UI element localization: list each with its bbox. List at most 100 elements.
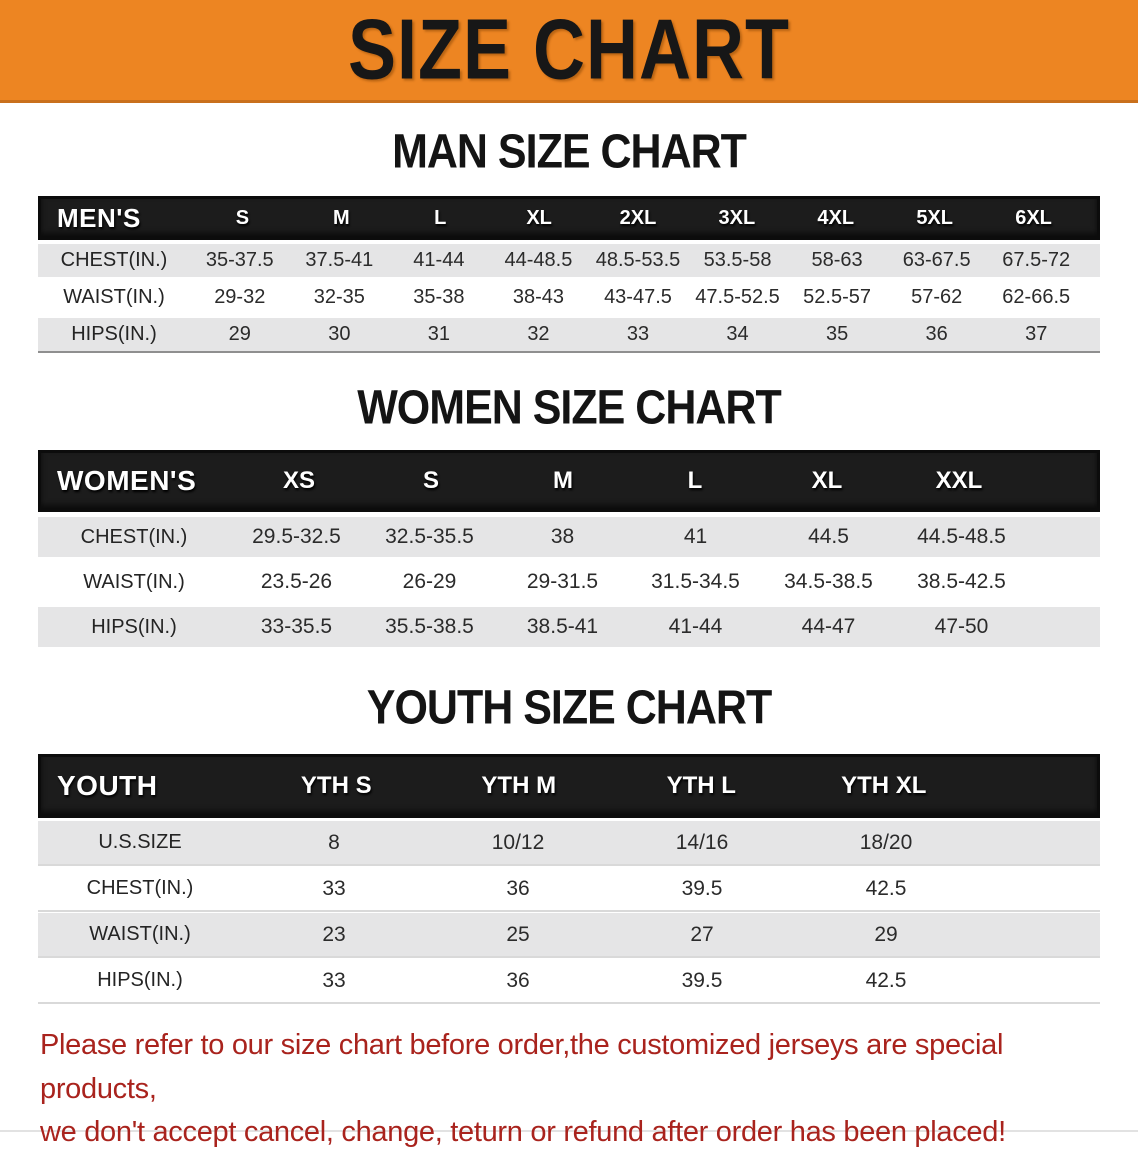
women-size-section: WOMEN SIZE CHART WOMEN'S XS S M L XL XXL CHEST(… bbox=[0, 384, 1138, 647]
women-hips-in-xs: 33-35.5 bbox=[260, 615, 333, 638]
youth-u-s-size-yth-m: 10/12 bbox=[491, 830, 545, 854]
men-row-label-hips-in: HIPS(IN.) bbox=[71, 323, 157, 345]
women-table-header: WOMEN'S XS S M L XL XXL bbox=[38, 450, 1100, 512]
men-row-label-waist-in: WAIST(IN.) bbox=[63, 286, 165, 308]
youth-header-label: YOUTH bbox=[57, 770, 158, 801]
women-waist-in-xs: 23.5-26 bbox=[260, 570, 333, 593]
women-waist-in-s: 26-29 bbox=[402, 570, 457, 593]
banner-title: SIZE CHART bbox=[348, 2, 790, 98]
women-chest-in-xxl: 44.5-48.5 bbox=[917, 525, 1006, 548]
men-waist-in-5xl: 57-62 bbox=[911, 286, 963, 308]
women-waist-in-xl: 34.5-38.5 bbox=[784, 570, 873, 593]
women-chest-in-s: 32.5-35.5 bbox=[385, 525, 474, 548]
men-col-5xl: 5XL bbox=[916, 206, 953, 229]
youth-row-chest-in: CHEST(IN.) 33 36 39.5 42.5 bbox=[38, 867, 1100, 910]
women-row-label-hips-in: HIPS(IN.) bbox=[91, 615, 177, 638]
youth-row-u-s-size: U.S.SIZE 8 10/12 14/16 18/20 bbox=[38, 821, 1100, 864]
men-hips-in-5xl: 36 bbox=[925, 323, 948, 345]
youth-col-yth-xl: YTH XL bbox=[841, 772, 927, 799]
men-col-6xl: 6XL bbox=[1015, 206, 1052, 229]
youth-hips-in-yth-l: 39.5 bbox=[681, 968, 723, 992]
men-waist-in-l: 35-38 bbox=[413, 286, 465, 308]
youth-row-label-hips-in: HIPS(IN.) bbox=[97, 969, 183, 991]
women-waist-in-xxl: 38.5-42.5 bbox=[917, 570, 1006, 593]
men-waist-in-3xl: 47.5-52.5 bbox=[695, 286, 780, 308]
men-col-s: S bbox=[235, 206, 250, 229]
women-chest-in-xl: 44.5 bbox=[808, 525, 849, 548]
men-chest-in-s: 35-37.5 bbox=[205, 249, 274, 271]
men-chest-in-l: 41-44 bbox=[413, 249, 465, 271]
men-chest-in-5xl: 63-67.5 bbox=[902, 249, 971, 271]
men-chest-in-m: 37.5-41 bbox=[305, 249, 374, 271]
women-row-label-waist-in: WAIST(IN.) bbox=[83, 570, 185, 593]
men-hips-in-s: 29 bbox=[228, 323, 251, 345]
men-col-xl: XL bbox=[526, 206, 552, 229]
men-chest-in-2xl: 48.5-53.5 bbox=[595, 249, 681, 271]
youth-col-yth-l: YTH L bbox=[666, 772, 736, 799]
men-hips-in-m: 30 bbox=[328, 323, 351, 345]
men-row-chest-in: CHEST(IN.) 35-37.5 37.5-41 41-44 44-48.5 48.5… bbox=[38, 244, 1100, 277]
youth-hips-in-yth-xl: 42.5 bbox=[865, 968, 907, 992]
men-size-table: MEN'S S M L XL 2XL 3XL 4XL 5XL 6XL CHEST(IN.) 35-37… bbox=[38, 196, 1100, 353]
women-hips-in-m: 38.5-41 bbox=[526, 615, 599, 638]
youth-section-title: YOUTH SIZE CHART bbox=[366, 681, 772, 735]
youth-u-s-size-yth-l: 14/16 bbox=[675, 830, 729, 854]
men-size-section: MAN SIZE CHART MEN'S S M L XL 2XL 3XL 4XL 5XL 6XL… bbox=[0, 125, 1138, 353]
men-row-hips-in: HIPS(IN.) 29 30 31 32 33 34 35 36 37 bbox=[38, 318, 1100, 353]
youth-size-section: YOUTH SIZE CHART YOUTH YTH S YTH M YTH L YTH… bbox=[0, 681, 1138, 1002]
youth-chest-in-yth-xl: 42.5 bbox=[865, 876, 907, 900]
men-hips-in-4xl: 35 bbox=[825, 323, 849, 345]
women-chest-in-m: 38 bbox=[550, 525, 575, 548]
women-hips-in-s: 35.5-38.5 bbox=[385, 615, 474, 638]
women-chest-in-l: 41 bbox=[683, 525, 708, 548]
youth-chest-in-yth-s: 33 bbox=[322, 876, 346, 900]
youth-col-yth-s: YTH S bbox=[300, 772, 372, 799]
youth-waist-in-yth-s: 23 bbox=[322, 922, 346, 946]
youth-row-label-chest-in: CHEST(IN.) bbox=[86, 877, 194, 899]
men-hips-in-6xl: 37 bbox=[1025, 323, 1048, 345]
youth-row-label-waist-in: WAIST(IN.) bbox=[89, 923, 191, 945]
youth-hips-in-yth-s: 33 bbox=[322, 968, 346, 992]
youth-chest-in-yth-m: 36 bbox=[506, 876, 530, 900]
women-row-label-chest-in: CHEST(IN.) bbox=[80, 525, 188, 548]
women-size-table: WOMEN'S XS S M L XL XXL CHEST(IN.) 29.5-32.5 32.5… bbox=[38, 450, 1100, 647]
men-waist-in-xl: 38-43 bbox=[512, 286, 565, 308]
men-waist-in-2xl: 43-47.5 bbox=[604, 286, 672, 308]
men-col-l: L bbox=[434, 206, 447, 229]
men-col-m: M bbox=[332, 206, 350, 229]
women-waist-in-l: 31.5-34.5 bbox=[651, 570, 740, 593]
women-col-xxl: XXL bbox=[935, 467, 983, 494]
youth-hips-in-yth-m: 36 bbox=[506, 968, 530, 992]
youth-col-yth-m: YTH M bbox=[481, 772, 557, 799]
women-col-l: L bbox=[687, 467, 703, 494]
women-col-m: M bbox=[553, 467, 573, 494]
men-header-label: MEN'S bbox=[57, 202, 141, 233]
youth-u-s-size-yth-s: 8 bbox=[328, 830, 340, 854]
youth-table-header: YOUTH YTH S YTH M YTH L YTH XL bbox=[38, 754, 1100, 818]
youth-row-hips-in: HIPS(IN.) 33 36 39.5 42.5 bbox=[38, 959, 1100, 1002]
men-hips-in-xl: 32 bbox=[527, 323, 550, 345]
women-row-waist-in: WAIST(IN.) 23.5-26 26-29 29-31.5 31.5-34.5 34… bbox=[38, 562, 1100, 602]
men-chest-in-xl: 44-48.5 bbox=[504, 249, 573, 271]
women-col-xs: XS bbox=[282, 467, 315, 494]
men-row-label-chest-in: CHEST(IN.) bbox=[60, 249, 168, 271]
disclaimer-line-1: Please refer to our size chart before or… bbox=[40, 1029, 1004, 1105]
youth-row-label-u-s-size: U.S.SIZE bbox=[98, 831, 182, 853]
men-waist-in-6xl: 62-66.5 bbox=[1002, 286, 1071, 308]
men-section-title: MAN SIZE CHART bbox=[392, 125, 747, 179]
men-waist-in-4xl: 52.5-57 bbox=[803, 286, 872, 308]
women-col-xl: XL bbox=[811, 467, 843, 494]
youth-size-table: YOUTH YTH S YTH M YTH L YTH XL U.S.SIZE 8 10/12… bbox=[38, 754, 1100, 1002]
men-col-2xl: 2XL bbox=[619, 206, 657, 229]
youth-waist-in-yth-l: 27 bbox=[690, 922, 714, 946]
youth-chest-in-yth-l: 39.5 bbox=[681, 876, 723, 900]
women-row-hips-in: HIPS(IN.) 33-35.5 35.5-38.5 38.5-41 41-44 44-… bbox=[38, 607, 1100, 647]
size-chart-banner: SIZE CHART bbox=[0, 0, 1138, 103]
women-chest-in-xs: 29.5-32.5 bbox=[252, 525, 341, 548]
women-hips-in-l: 41-44 bbox=[668, 615, 723, 638]
women-hips-in-xxl: 47-50 bbox=[934, 615, 989, 638]
youth-u-s-size-yth-xl: 18/20 bbox=[859, 830, 913, 854]
men-col-3xl: 3XL bbox=[718, 206, 756, 229]
men-row-waist-in: WAIST(IN.) 29-32 32-35 35-38 38-43 43-47.5 47.… bbox=[38, 281, 1100, 314]
men-hips-in-l: 31 bbox=[427, 323, 450, 345]
